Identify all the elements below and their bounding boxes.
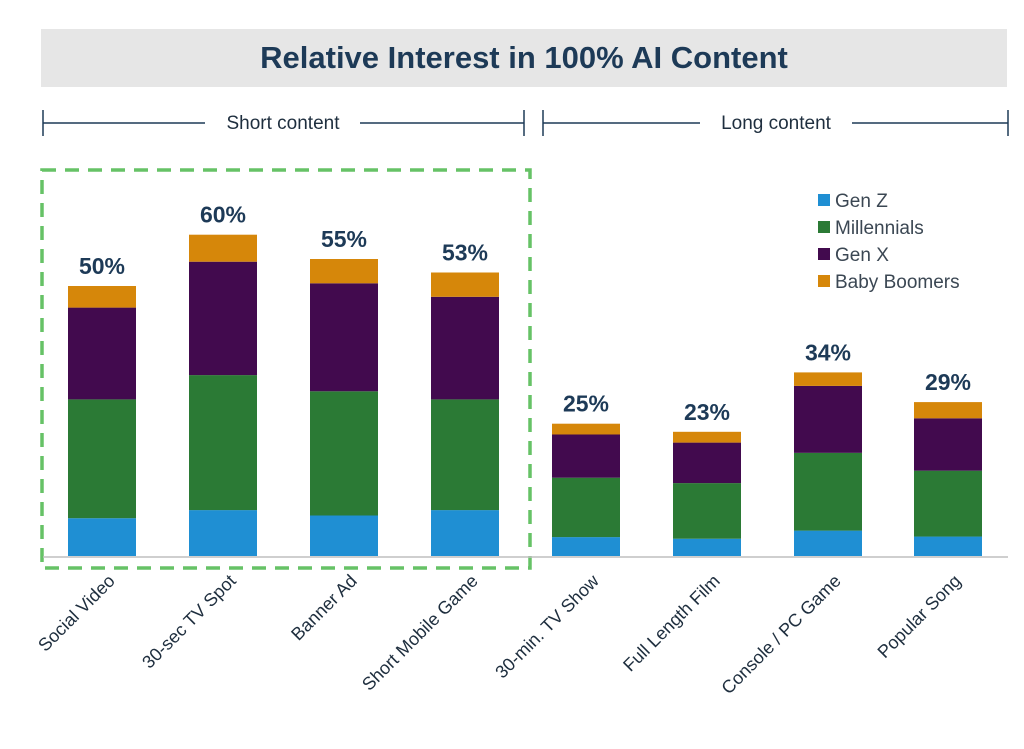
bar-segment-gen-x <box>552 434 620 478</box>
bar-segment-baby-boomers <box>794 372 862 386</box>
long-content-label: Long content <box>721 113 832 134</box>
bar-segment-gen-x <box>794 385 862 453</box>
legend-label: Gen Z <box>835 191 888 212</box>
bar-segment-gen-z <box>673 538 741 556</box>
bar-segment-gen-x <box>189 261 257 376</box>
x-tick-label: 30-sec TV Spot <box>138 571 240 673</box>
bar-segment-millennials <box>189 375 257 511</box>
bar-segment-gen-z <box>794 530 862 556</box>
short-content-bracket <box>42 110 525 136</box>
bar-total-label: 34% <box>805 339 851 365</box>
bar-total-label: 55% <box>321 226 367 252</box>
legend-swatch <box>818 221 830 233</box>
legend-swatch <box>818 194 830 206</box>
bar-segment-millennials <box>68 399 136 519</box>
legend-label: Millennials <box>835 218 924 239</box>
bar-segment-baby-boomers <box>431 272 499 297</box>
x-tick-label: Console / PC Game <box>717 571 844 698</box>
bar-segment-baby-boomers <box>310 259 378 284</box>
bar-segment-baby-boomers <box>673 431 741 443</box>
legend: Gen Z Millennials Gen X Baby Boomers <box>818 191 960 293</box>
x-tick-label: Short Mobile Game <box>358 571 482 695</box>
bar-segment-baby-boomers <box>914 402 982 419</box>
bar-segment-millennials <box>310 391 378 516</box>
bars-layer <box>68 234 982 556</box>
bar-segment-gen-x <box>914 418 982 471</box>
bar-segment-baby-boomers <box>552 423 620 435</box>
short-content-label: Short content <box>226 113 340 134</box>
bar-segment-gen-x <box>431 296 499 400</box>
bar-segment-gen-x <box>673 442 741 484</box>
legend-label: Baby Boomers <box>835 272 960 293</box>
bar-total-label: 50% <box>79 253 125 279</box>
tick-labels-layer: Social Video 30-sec TV Spot Banner AdShort… <box>34 570 965 698</box>
bar-total-label: 29% <box>925 369 971 395</box>
bar-segment-baby-boomers <box>189 234 257 262</box>
totals-layer: 50% 60% 55% 53% 25% 23% 34% 29% <box>79 202 971 425</box>
chart-title: Relative Interest in 100% AI Content <box>260 40 788 75</box>
bar-total-label: 60% <box>200 202 246 228</box>
chart-title-bar: Relative Interest in 100% AI Content <box>41 29 1007 87</box>
bar-segment-gen-z <box>68 518 136 556</box>
x-tick-label: Social Video <box>34 571 119 656</box>
legend-label: Gen X <box>835 245 889 266</box>
bar-segment-gen-z <box>552 537 620 556</box>
bar-segment-millennials <box>431 399 499 511</box>
x-tick-label: Popular Song <box>874 571 965 662</box>
bar-segment-gen-x <box>310 283 378 392</box>
bar-segment-gen-z <box>431 510 499 556</box>
bar-segment-gen-z <box>310 515 378 556</box>
bar-total-label: 53% <box>442 240 488 266</box>
bar-total-label: 23% <box>684 399 730 425</box>
bar-segment-baby-boomers <box>68 286 136 308</box>
bar-segment-gen-z <box>914 536 982 556</box>
bar-segment-millennials <box>794 452 862 531</box>
long-content-bracket <box>542 110 1009 136</box>
short-content-highlight-box <box>40 168 532 570</box>
x-tick-label: Full Length Film <box>619 571 724 676</box>
bar-total-label: 25% <box>563 391 609 417</box>
legend-swatch <box>818 248 830 260</box>
bar-segment-millennials <box>914 470 982 537</box>
bar-segment-millennials <box>673 483 741 539</box>
bar-segment-millennials <box>552 477 620 538</box>
legend-swatch <box>818 275 830 287</box>
bar-segment-gen-x <box>68 307 136 400</box>
x-tick-label: 30-min. TV Show <box>491 570 603 682</box>
x-tick-label: Banner Ad <box>287 571 361 645</box>
bar-segment-gen-z <box>189 510 257 556</box>
